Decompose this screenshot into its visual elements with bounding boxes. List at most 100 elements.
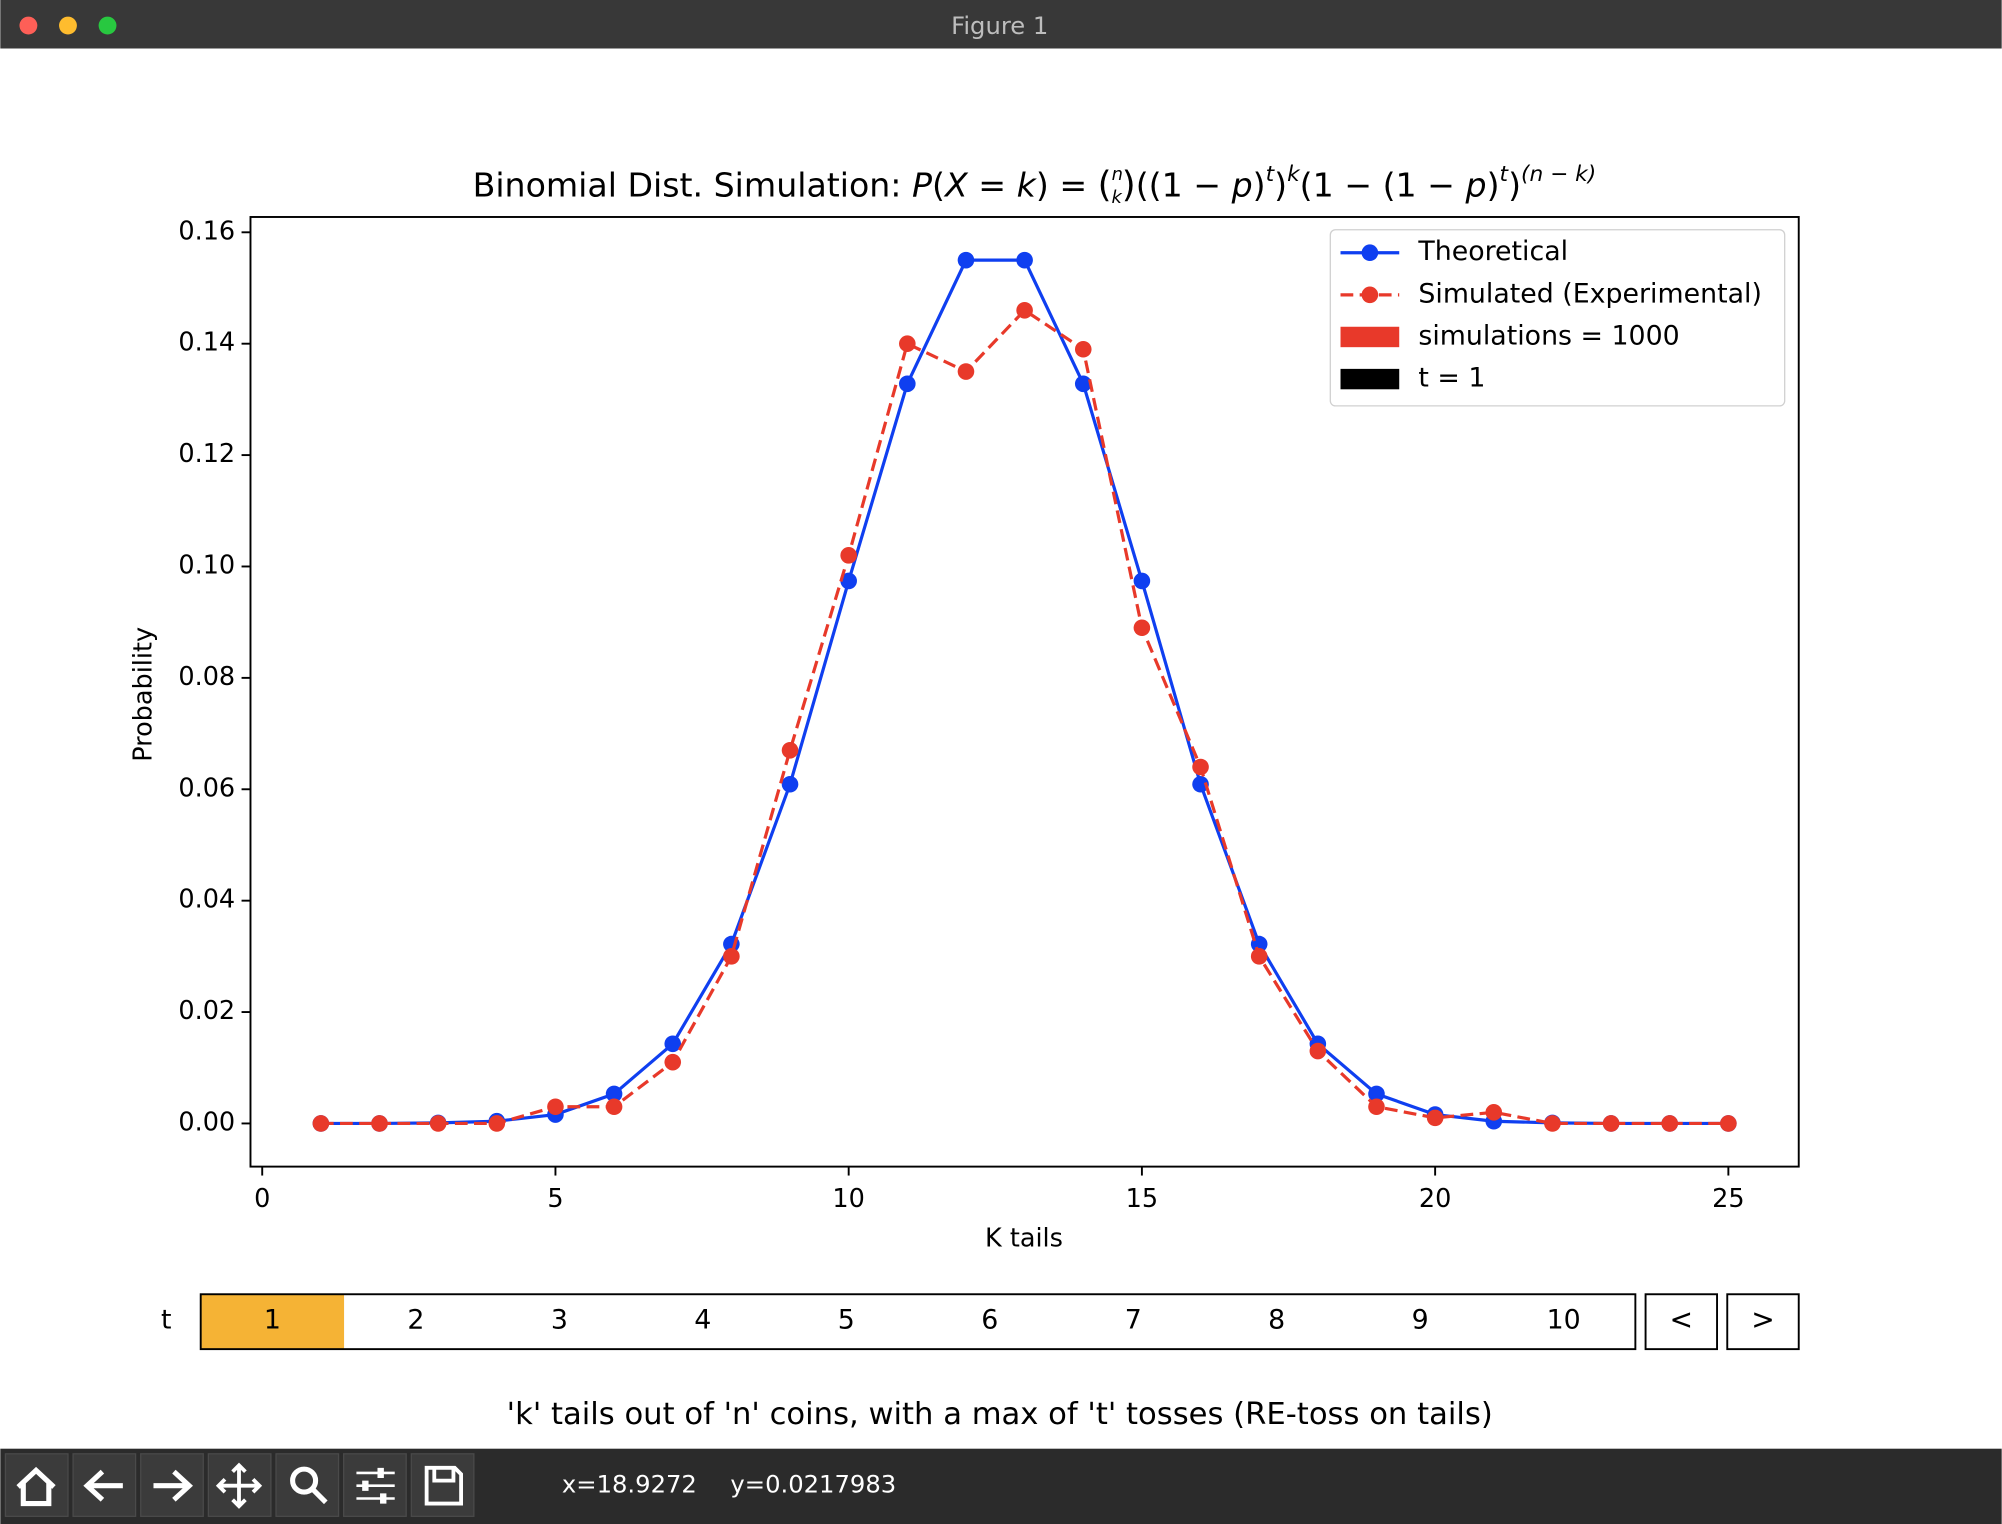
- nav-button-label: <: [1670, 1303, 1694, 1336]
- legend-marker: [1361, 244, 1379, 262]
- data-point: [312, 1115, 330, 1132]
- data-point: [840, 547, 857, 564]
- title-math: k: [1017, 165, 1038, 204]
- legend-marker: [1361, 286, 1379, 304]
- slider-option-label: 6: [981, 1305, 998, 1336]
- legend-frame: [1329, 229, 1786, 407]
- forward-icon: [153, 1469, 193, 1502]
- title-math: ): [1487, 165, 1500, 204]
- slider-frame: [199, 1293, 1637, 1351]
- title-math: ): [1253, 165, 1266, 204]
- data-point: [1309, 1042, 1327, 1060]
- data-point: [1133, 619, 1151, 637]
- slider-option[interactable]: [1491, 1294, 1636, 1350]
- data-point: [957, 363, 975, 380]
- title-math: ): [1508, 165, 1521, 204]
- data-point: [664, 1053, 682, 1071]
- data-point: [840, 572, 857, 590]
- slider-option[interactable]: [1204, 1294, 1349, 1350]
- slider-option[interactable]: [487, 1294, 632, 1350]
- y-tick-label: 0.10: [178, 550, 235, 580]
- slider-option[interactable]: [918, 1294, 1062, 1350]
- data-point: [1485, 1104, 1503, 1121]
- data-point: [1368, 1085, 1385, 1103]
- y-tick-label: 0.08: [178, 662, 235, 692]
- slider-option[interactable]: [631, 1294, 775, 1350]
- legend-label: t = 1: [1418, 363, 1485, 394]
- x-tick-label: 25: [1712, 1184, 1744, 1214]
- y-tick-label: 0.16: [178, 216, 235, 246]
- data-point: [1074, 375, 1092, 393]
- close-button[interactable]: [19, 16, 38, 35]
- zoom-button[interactable]: [98, 16, 117, 35]
- title-bar: [0, 0, 2002, 49]
- slider-option[interactable]: [1061, 1294, 1205, 1350]
- slider: t 1 2 3 4 5 6 7 8 9 10 < >: [161, 1293, 1800, 1351]
- title-math: (n − k): [1521, 162, 1596, 187]
- title-math: t: [1266, 162, 1276, 187]
- slider-option-label: 4: [694, 1305, 711, 1336]
- data-point: [723, 948, 740, 965]
- title-math: k: [1287, 162, 1301, 187]
- data-point: [1720, 1115, 1737, 1132]
- chart-title: Binomial Dist. Simulation: P(X = k) = (n…: [473, 162, 1597, 208]
- zoom-icon: [311, 1487, 328, 1505]
- y-tick-label: 0.14: [178, 328, 235, 358]
- nav-button[interactable]: [1644, 1293, 1719, 1351]
- data-point: [1016, 251, 1033, 269]
- nav-button-label: >: [1751, 1303, 1775, 1336]
- nav-button[interactable]: [1726, 1293, 1800, 1351]
- home-button[interactable]: [4, 1453, 69, 1517]
- data-point: [488, 1115, 506, 1132]
- data-point: [1661, 1115, 1679, 1132]
- x-tick-label: 5: [547, 1184, 563, 1214]
- toolbar-buttons: [4, 1453, 475, 1517]
- slider-option-label: 10: [1547, 1305, 1581, 1336]
- x-tick-label: 20: [1419, 1184, 1451, 1214]
- legend: Theoretical Simulated (Experimental) simul…: [1329, 229, 1786, 407]
- slider-option-label: 7: [1125, 1305, 1142, 1336]
- data-point: [547, 1098, 564, 1116]
- slider-option[interactable]: [1348, 1294, 1492, 1350]
- zoom-tool-button[interactable]: [275, 1453, 340, 1517]
- title-math: =: [968, 165, 1017, 204]
- slider-option-label: 1: [264, 1305, 281, 1336]
- save-button[interactable]: [410, 1453, 475, 1517]
- plot-area: 0.00 0.02 0.04 0.06 0.08 0.10 0.12 0.14 0.16 0 5 10…: [178, 216, 1800, 1214]
- data-point: [1368, 1098, 1385, 1116]
- y-tick-label: 0.12: [178, 439, 235, 469]
- pan-icon: [215, 1462, 263, 1509]
- title-text: Binomial Dist. Simulation:: [473, 165, 912, 204]
- y-tick-label: 0.00: [178, 1107, 235, 1137]
- title-math: (1 − (1 −: [1300, 165, 1466, 204]
- minimize-button[interactable]: [59, 16, 77, 35]
- data-point: [1250, 948, 1268, 965]
- save-icon: [424, 1465, 464, 1506]
- title-math: ) =: [1036, 165, 1098, 204]
- slider-option[interactable]: [344, 1294, 488, 1350]
- data-point: [957, 251, 975, 269]
- slider-label: t: [161, 1305, 172, 1336]
- data-point: [781, 775, 799, 793]
- window-title: Figure 1: [951, 11, 1048, 40]
- slider-option[interactable]: [200, 1294, 345, 1350]
- data-point: [1016, 301, 1033, 319]
- title-math: P: [912, 165, 932, 204]
- back-icon: [83, 1469, 123, 1502]
- x-tick-label: 15: [1126, 1184, 1158, 1214]
- home-icon: [16, 1466, 56, 1507]
- data-point: [781, 741, 799, 759]
- slider-option[interactable]: [774, 1294, 919, 1350]
- data-point: [1602, 1115, 1620, 1132]
- title-math: t: [1500, 162, 1510, 187]
- configure-icon: [362, 1467, 387, 1504]
- y-axis-label: Probability: [129, 627, 159, 762]
- title-math: ((1 −: [1136, 165, 1232, 204]
- x-tick-label: 10: [832, 1184, 864, 1214]
- x-tick-label: 0: [254, 1184, 270, 1214]
- data-point: [429, 1115, 447, 1132]
- caption: 'k' tails out of 'n' coins, with a max o…: [507, 1397, 1493, 1432]
